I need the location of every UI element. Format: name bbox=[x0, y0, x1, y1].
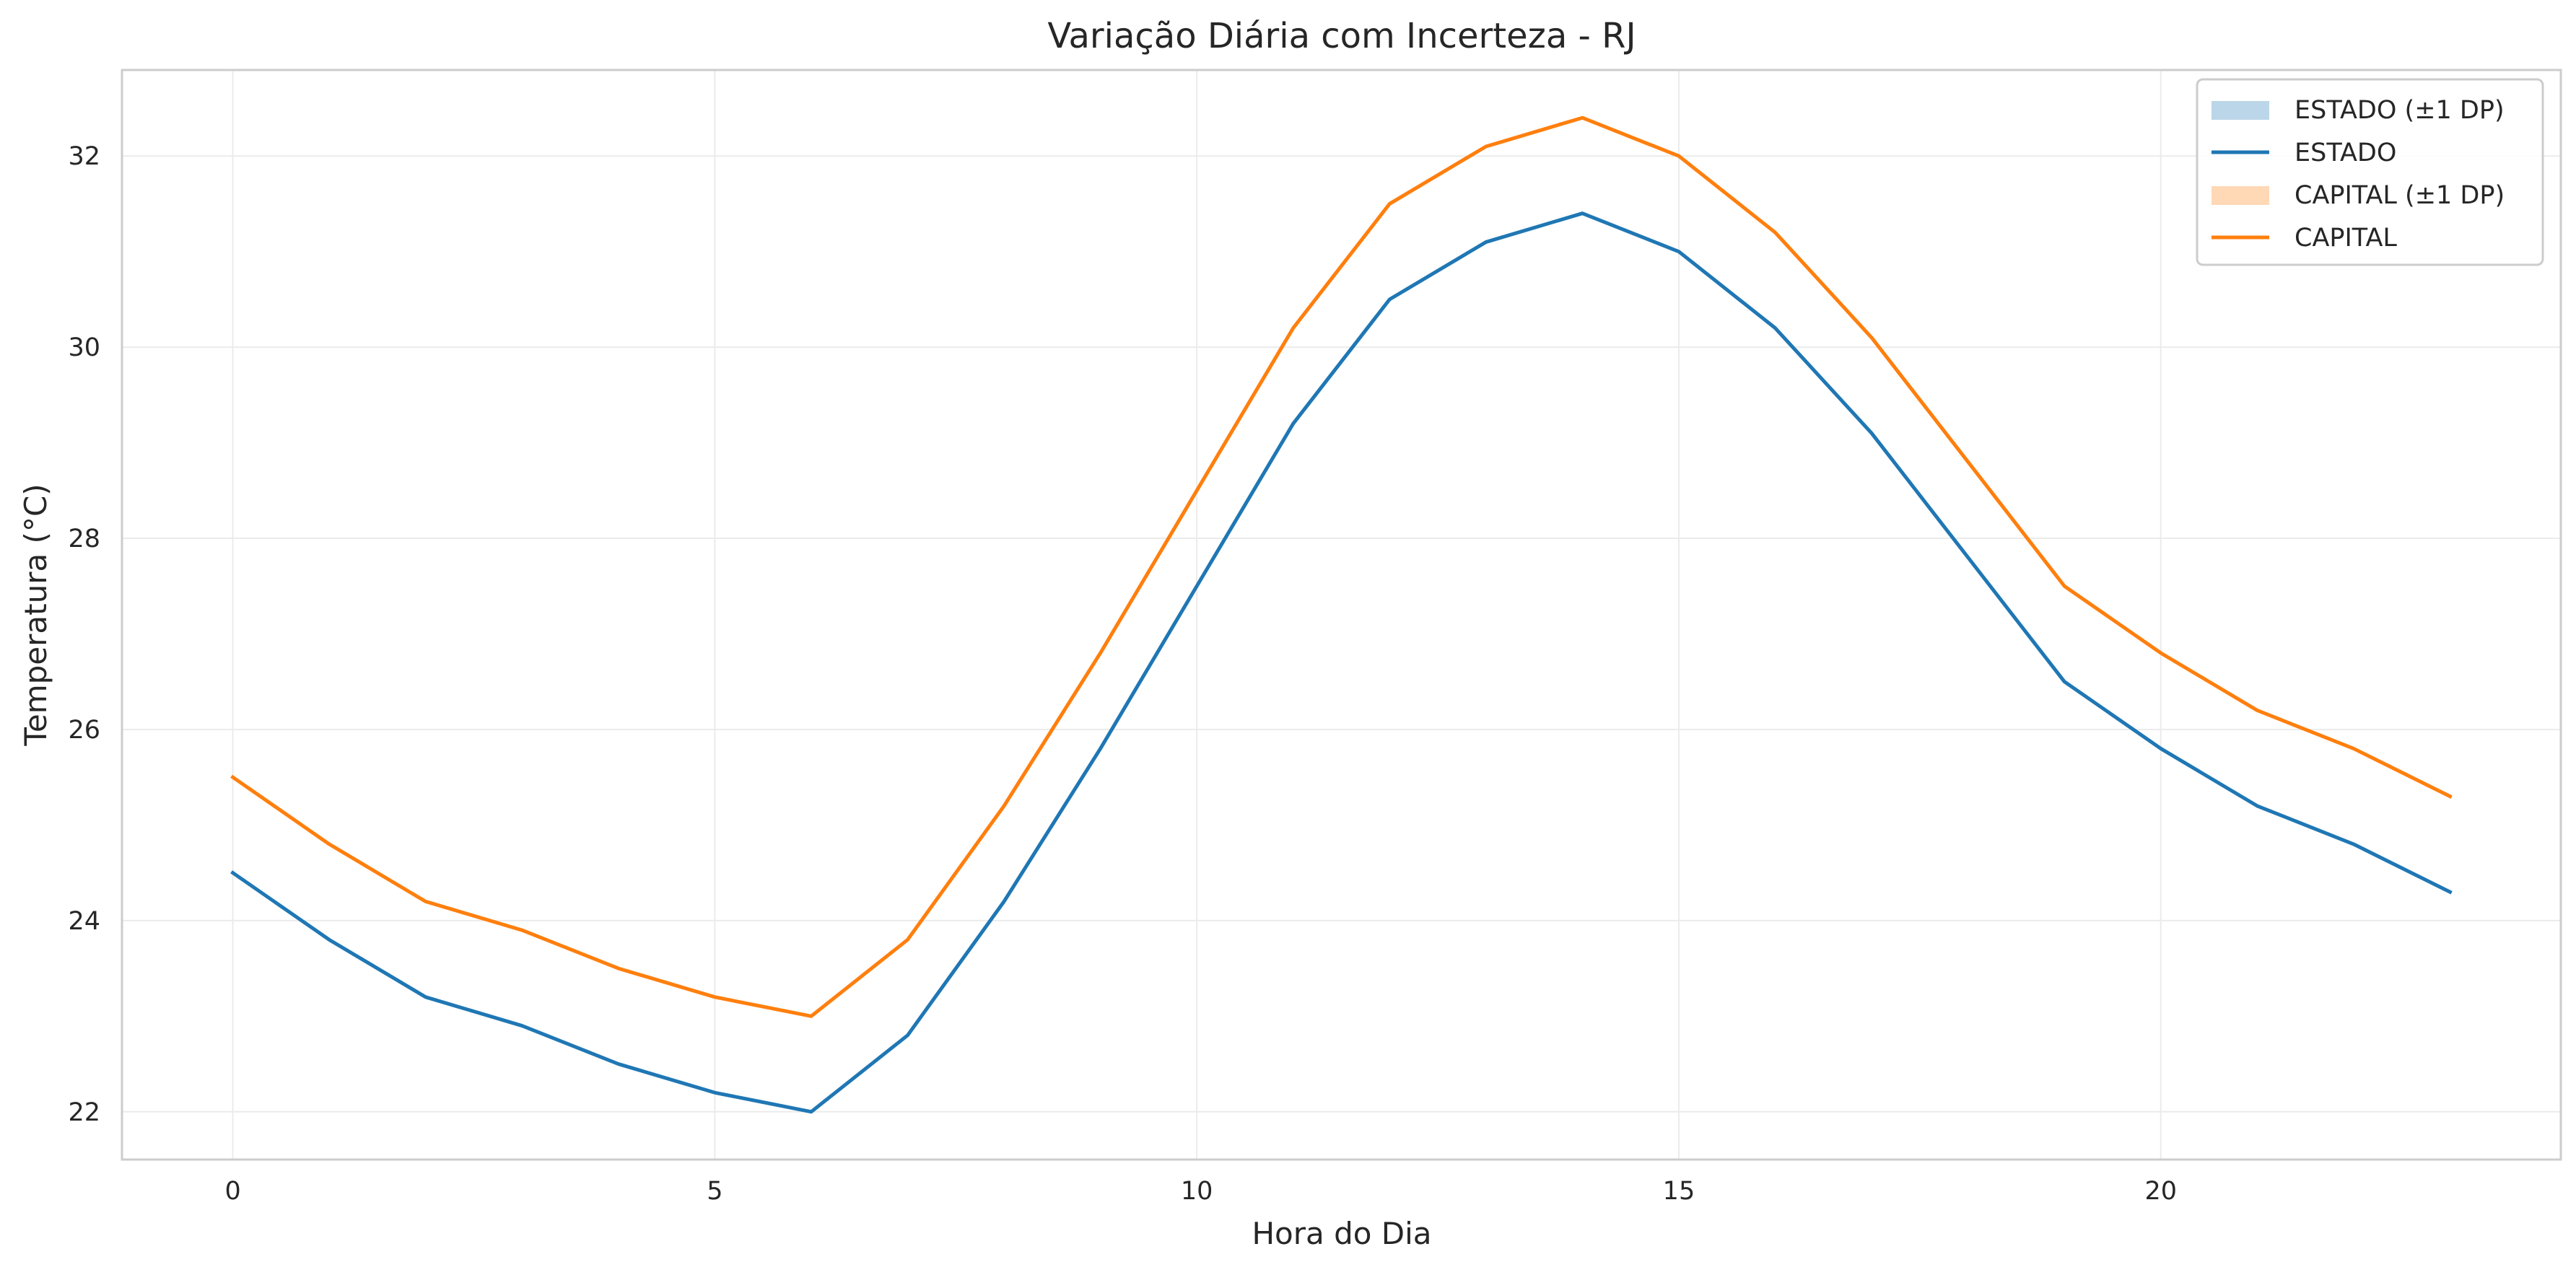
y-tick-label: 32 bbox=[68, 142, 100, 171]
legend-item-capital: CAPITAL bbox=[2212, 224, 2397, 253]
y-tick-label: 28 bbox=[68, 525, 100, 553]
legend-swatch-band bbox=[2212, 186, 2269, 205]
legend-item-capital-1-dp: CAPITAL (±1 DP) bbox=[2212, 181, 2505, 210]
legend: ESTADO (±1 DP) ESTADO CAPITAL (±1 DP) CAPIT… bbox=[2196, 78, 2544, 266]
legend-swatch-band bbox=[2212, 101, 2269, 120]
legend-label: CAPITAL (±1 DP) bbox=[2295, 181, 2505, 210]
series-line-estado bbox=[230, 211, 2453, 1114]
x-tick-label: 20 bbox=[2144, 1177, 2177, 1206]
x-tick-label: 0 bbox=[224, 1177, 240, 1206]
grid-lines bbox=[122, 70, 2561, 1160]
y-axis-label: Temperatura (°C) bbox=[18, 483, 53, 746]
x-axis-label: Hora do Dia bbox=[1252, 1216, 1431, 1251]
y-tick-label: 30 bbox=[68, 333, 100, 362]
legend-label: ESTADO (±1 DP) bbox=[2295, 96, 2505, 125]
y-tick-label: 22 bbox=[68, 1098, 100, 1127]
x-axis-ticks: 0 5 10 15 20 bbox=[224, 1177, 2177, 1206]
legend-item-estado-1-dp: ESTADO (±1 DP) bbox=[2212, 96, 2505, 125]
y-tick-label: 24 bbox=[68, 907, 100, 936]
chart-title: Variação Diária com Incerteza - RJ bbox=[1047, 16, 1636, 56]
y-axis-ticks: 22 24 26 28 30 32 bbox=[68, 142, 100, 1127]
x-tick-label: 15 bbox=[1663, 1177, 1695, 1206]
series-lines bbox=[230, 115, 2453, 1114]
legend-label: ESTADO bbox=[2295, 139, 2396, 167]
legend-box bbox=[2196, 78, 2544, 266]
legend-items: ESTADO (±1 DP) ESTADO CAPITAL (±1 DP) CAPIT… bbox=[2212, 96, 2505, 253]
x-tick-label: 5 bbox=[707, 1177, 722, 1206]
legend-item-estado: ESTADO bbox=[2212, 139, 2396, 167]
legend-label: CAPITAL bbox=[2295, 224, 2397, 253]
series-line-capital bbox=[230, 115, 2453, 1018]
y-tick-label: 26 bbox=[68, 716, 100, 745]
x-tick-label: 10 bbox=[1181, 1177, 1213, 1206]
plot-area-frame bbox=[121, 69, 2562, 1161]
